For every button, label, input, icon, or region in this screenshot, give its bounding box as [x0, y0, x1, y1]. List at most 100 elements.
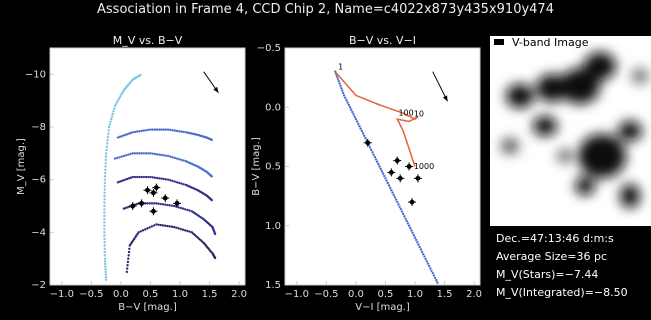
- panel1-star: [174, 200, 180, 206]
- panel1-isochrone-point: [137, 231, 140, 234]
- panel1-isochrone-point: [124, 206, 127, 210]
- panel1-isochrone-point: [105, 145, 109, 148]
- panel2-sequence-point: [436, 281, 439, 284]
- panel1-isochrone-point: [116, 156, 119, 160]
- panel1-ytick-label: −10: [25, 69, 46, 80]
- panel1-isochrone-point: [161, 203, 165, 206]
- panel1-isochrone-point: [169, 179, 172, 182]
- panel1-isochrone-point: [117, 98, 120, 102]
- panel1-isochrone-point: [107, 129, 110, 132]
- panel1-xtick-label: 1.5: [202, 289, 218, 300]
- panel1-isochrone-point: [127, 153, 130, 156]
- panel1-isochrone-point: [164, 203, 167, 206]
- panel1-isochrone-point: [113, 104, 117, 108]
- panel1-isochrone-point: [126, 206, 129, 209]
- panel2-sequence-point: [358, 125, 361, 128]
- panel2-sequence-point: [374, 158, 378, 161]
- v-band-title: V-band Image: [512, 36, 589, 49]
- panel1-isochrone-point: [128, 247, 131, 250]
- panel1-isochrone-point: [103, 185, 107, 188]
- panel2-sequence-point: [378, 165, 381, 168]
- panel2-sequence-point: [348, 106, 352, 109]
- panel1-isochrone-point: [122, 154, 126, 158]
- panel1-isochrone-point: [146, 227, 149, 230]
- panel1-isochrone-point: [103, 191, 106, 195]
- panel1-isochrone-point: [164, 224, 167, 227]
- panel1-isochrone-point: [144, 152, 148, 155]
- info-mv-stars: M_V(Stars)=−7.44: [496, 268, 599, 281]
- panel1-isochrone-point: [182, 130, 185, 134]
- panel1-isochrone-point: [170, 225, 174, 228]
- panel2-xtick-label: 0.0: [348, 289, 364, 300]
- panel2-sequence-point: [337, 79, 340, 83]
- panel1-isochrone-point: [181, 207, 185, 210]
- panel1-isochrone-point: [129, 131, 133, 135]
- panel1-isochrone-point: [127, 132, 131, 135]
- panel1-isochrone-point: [140, 152, 143, 155]
- panel1-isochrone-point: [142, 129, 146, 132]
- panel1-isochrone-point: [103, 250, 107, 254]
- panel1-isochrone-point: [103, 254, 107, 257]
- panel1-xtick-label: 2.0: [231, 289, 247, 300]
- panel1-isochrone-point: [135, 152, 139, 155]
- panel1-isochrone-point: [112, 110, 115, 113]
- panel2-sequence-point: [347, 103, 351, 107]
- panel1-isochrone-point: [171, 179, 174, 183]
- panel1-isochrone-point: [135, 202, 138, 206]
- panel2-sequence-point: [336, 77, 340, 81]
- panel2-star: [397, 175, 403, 181]
- panel1-isochrone-point: [162, 177, 165, 181]
- panel2-reddening-arrow-head: [442, 95, 448, 102]
- panel1-xtick-label: 1.0: [172, 289, 188, 300]
- info-size: Average Size=36 pc: [496, 250, 607, 263]
- panel1-isochrone-point: [164, 154, 168, 157]
- panel1-isochrone-point: [125, 133, 129, 136]
- panel1-isochrone-point: [178, 181, 181, 185]
- panel2-star: [409, 199, 415, 205]
- panel2-sequence-point: [344, 96, 347, 99]
- panel1-isochrone-point: [175, 181, 179, 184]
- panel1-isochrone-point: [210, 175, 213, 178]
- panel1-isochrone-point: [103, 224, 106, 227]
- panel2-sequence-point: [405, 219, 408, 223]
- panel1-isochrone-point: [106, 138, 109, 142]
- panel2-sequence-point: [352, 113, 355, 116]
- panel1-isochrone-point: [104, 168, 107, 171]
- panel1-isochrone-point: [158, 128, 161, 131]
- panel2-sequence-point: [364, 136, 367, 140]
- panel1-isochrone-point: [107, 125, 111, 129]
- panel1-isochrone-point: [155, 223, 158, 226]
- panel1-isochrone-point: [110, 117, 113, 121]
- panel1-isochrone-point: [161, 224, 165, 227]
- panel1-isochrone-point: [103, 194, 106, 198]
- panel1-isochrone-point: [103, 198, 106, 201]
- panel1-isochrone-point: [177, 206, 180, 209]
- panel2-sequence-point: [387, 184, 391, 187]
- panel2-sequence-point: [411, 231, 414, 235]
- panel1-isochrone-point: [104, 158, 108, 162]
- panel2-sequence-point: [351, 110, 354, 114]
- panel1-isochrone-point: [104, 155, 108, 158]
- panel1-isochrone-point: [104, 275, 108, 279]
- panel1-isochrone-point: [178, 130, 181, 133]
- panel1-isochrone-point: [142, 175, 146, 179]
- panel1-isochrone-point: [103, 175, 107, 178]
- panel1-isochrone-point: [106, 135, 110, 139]
- panel1-isochrone-point: [140, 129, 143, 133]
- panel1-isochrone-point: [131, 175, 134, 179]
- panel2-sequence-point: [345, 98, 348, 102]
- panel1-isochrone-point: [175, 226, 178, 229]
- panel1-isochrone-point: [175, 157, 179, 160]
- panel1-isochrone-point: [149, 128, 152, 131]
- panel1-isochrone-point: [104, 268, 107, 271]
- panel1-isochrone-point: [180, 182, 183, 185]
- panel1-bg: [50, 48, 245, 285]
- panel1-isochrone-point: [158, 177, 161, 180]
- panel2-sequence-point: [401, 212, 405, 216]
- scale-bar: [494, 39, 504, 45]
- panel1-isochrone-point: [141, 229, 145, 232]
- panel1-isochrone-point: [147, 152, 150, 155]
- panel1-isochrone-point: [151, 152, 154, 155]
- v-band-image: [490, 36, 651, 226]
